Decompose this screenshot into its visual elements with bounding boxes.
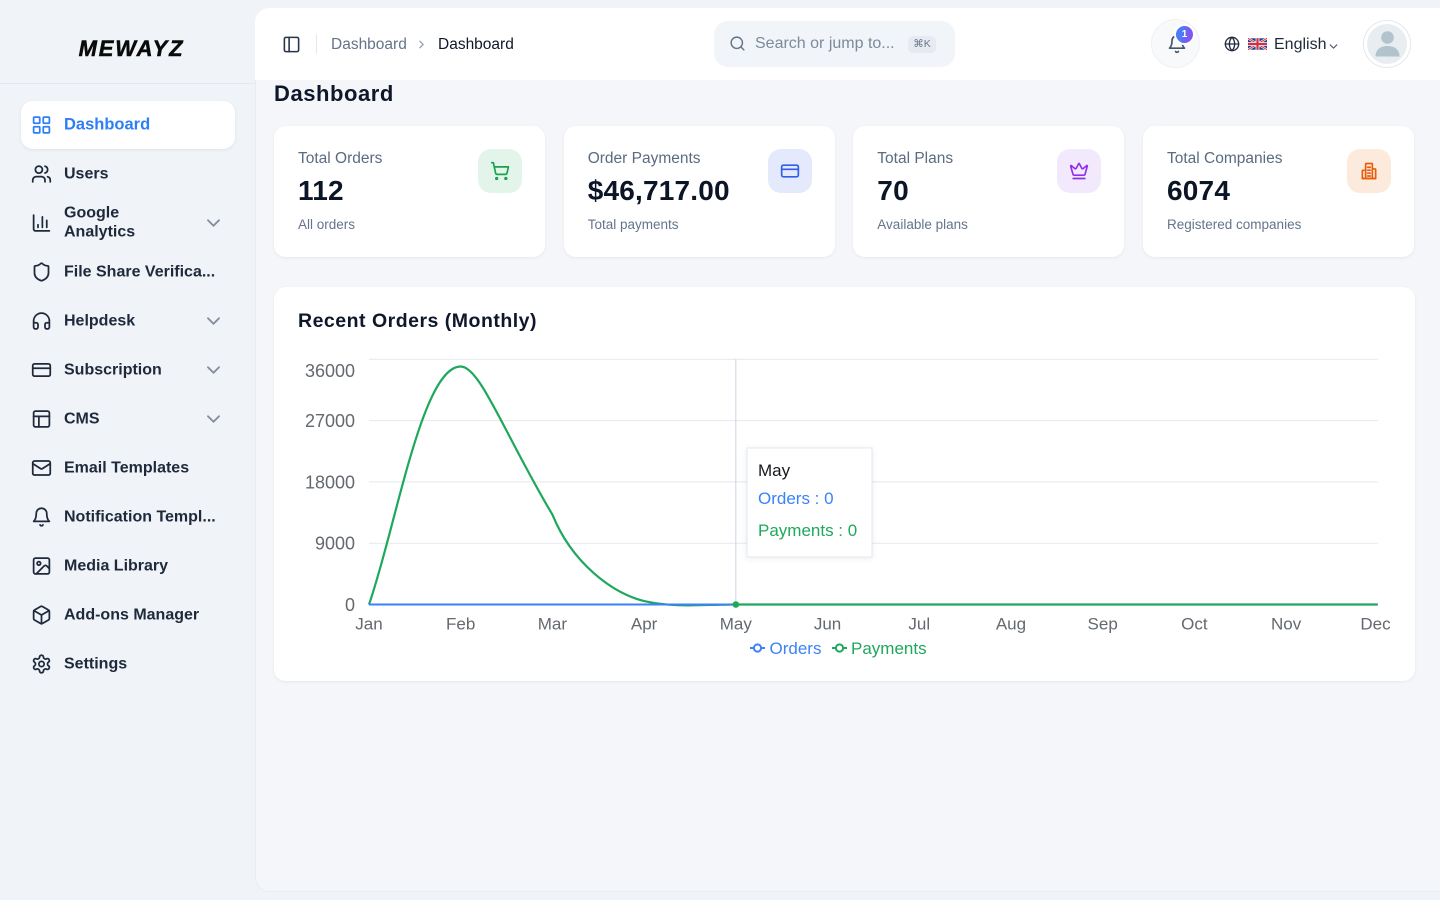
svg-text:Jul: Jul	[908, 615, 930, 634]
svg-text:Oct: Oct	[1181, 615, 1208, 634]
svg-text:Sep: Sep	[1088, 615, 1118, 634]
svg-text:Payments : 0: Payments : 0	[758, 521, 857, 540]
svg-text:May: May	[758, 461, 791, 480]
svg-text:May: May	[720, 615, 753, 634]
svg-text:27000: 27000	[305, 411, 355, 431]
svg-text:Payments: Payments	[851, 639, 927, 658]
svg-text:Nov: Nov	[1271, 615, 1302, 634]
svg-text:Jun: Jun	[814, 615, 841, 634]
svg-text:18000: 18000	[305, 472, 355, 492]
svg-text:Apr: Apr	[631, 615, 658, 634]
svg-text:Orders : 0: Orders : 0	[758, 489, 834, 508]
svg-text:Feb: Feb	[446, 615, 475, 634]
svg-text:Dec: Dec	[1360, 615, 1391, 634]
svg-text:Mar: Mar	[538, 615, 568, 634]
svg-text:Aug: Aug	[996, 615, 1026, 634]
svg-text:0: 0	[345, 595, 355, 615]
svg-text:9000: 9000	[315, 534, 355, 554]
svg-text:36000: 36000	[305, 361, 355, 381]
svg-text:Jan: Jan	[355, 615, 382, 634]
svg-text:Orders: Orders	[770, 639, 822, 658]
